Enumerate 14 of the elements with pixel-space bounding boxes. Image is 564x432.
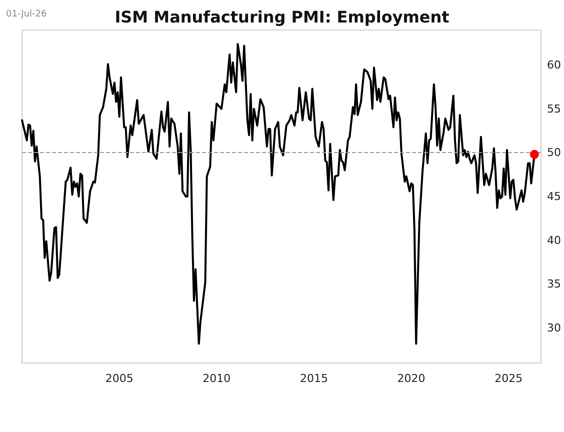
x-tick-label: 2025 — [494, 372, 523, 385]
x-tick-label: 2020 — [397, 372, 426, 385]
y-tick-label: 60 — [547, 58, 561, 72]
y-tick-label: 35 — [547, 278, 561, 291]
y-tick-label: 45 — [547, 190, 561, 203]
chart-title: ISM Manufacturing PMI: Employment — [114, 8, 450, 26]
y-tick-label: 30 — [547, 321, 561, 334]
y-tick-label: 40 — [547, 234, 561, 247]
x-tick-label: 2010 — [202, 372, 231, 385]
y-tick-label: 55 — [547, 102, 561, 116]
text: 01-Jul-26 — [6, 10, 48, 20]
y-tick-label: 50 — [547, 146, 561, 160]
x-tick-label: 2005 — [105, 372, 134, 385]
x-tick-label: 2015 — [300, 372, 328, 385]
